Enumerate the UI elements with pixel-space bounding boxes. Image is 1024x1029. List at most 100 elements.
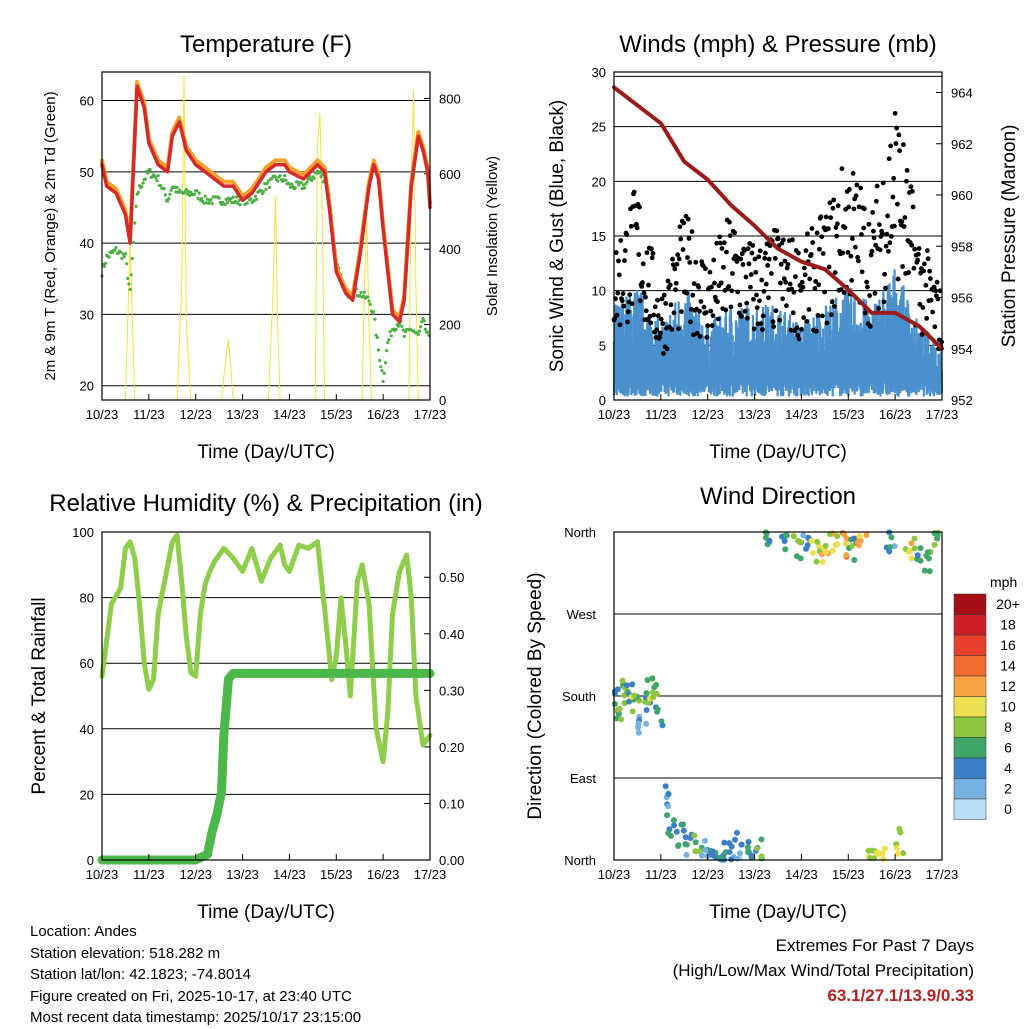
gust-point <box>696 284 702 290</box>
gust-point <box>800 284 806 290</box>
dewpoint-point <box>283 174 287 178</box>
gust-point <box>816 282 822 288</box>
direction-point <box>619 677 626 684</box>
gust-point <box>849 277 855 283</box>
dewpoint-point <box>133 221 137 225</box>
legend-label: 10 <box>1000 699 1016 715</box>
legend-swatch <box>953 716 987 738</box>
dewpoint-point <box>305 180 309 184</box>
gust-point <box>784 265 790 271</box>
gust-point <box>618 238 624 243</box>
gust-point <box>930 309 936 315</box>
gust-point <box>689 229 695 234</box>
gust-point <box>709 323 715 328</box>
gust-point <box>862 206 867 212</box>
gust-point <box>794 325 800 331</box>
gust-point <box>703 266 708 271</box>
dewpoint-point <box>388 330 392 334</box>
humidity-xtick-label: 15/23 <box>320 867 353 882</box>
gust-point <box>909 242 915 248</box>
direction-point <box>813 558 820 565</box>
humidity-ytick-right-label: 0.40 <box>439 627 464 642</box>
winds-xtick-label: 12/23 <box>691 407 724 422</box>
direction-point <box>800 532 807 539</box>
direction-point <box>797 555 804 562</box>
gust-point <box>916 246 922 251</box>
gust-point <box>668 302 674 308</box>
gust-point <box>708 308 714 314</box>
gust-point <box>750 243 756 248</box>
gust-point <box>826 264 832 270</box>
dewpoint-point <box>386 340 390 345</box>
gust-point <box>718 280 724 286</box>
temp-ytick-right-label: 0 <box>439 393 446 408</box>
gust-point <box>869 248 875 254</box>
direction-point <box>643 707 650 714</box>
gust-point <box>732 230 738 236</box>
dewpoint-point <box>267 185 272 189</box>
direction-point <box>675 843 682 850</box>
gust-point <box>855 254 861 260</box>
gust-point <box>654 327 660 333</box>
gust-point <box>718 240 723 246</box>
gust-point <box>780 296 786 302</box>
direction-point <box>809 549 816 556</box>
legend-label: 0 <box>1004 801 1012 817</box>
dewpoint-point <box>290 182 294 186</box>
dewpoint-point <box>278 174 282 178</box>
dewpoint-point <box>120 256 124 261</box>
dewpoint-point <box>114 245 118 250</box>
gust-point <box>876 306 882 311</box>
dewpoint-point <box>230 200 234 205</box>
dewpoint-point <box>426 330 430 334</box>
gust-point <box>729 288 735 294</box>
gust-point <box>658 330 663 336</box>
gust-point <box>790 310 796 316</box>
temp-xlabel: Time (Day/UTC) <box>197 442 335 463</box>
gust-point <box>613 250 619 255</box>
gust-point <box>652 304 658 310</box>
gust-point <box>661 292 667 298</box>
gust-point <box>804 319 810 324</box>
direction-point <box>758 836 765 843</box>
gust-point <box>784 303 789 309</box>
gust-point <box>778 261 784 267</box>
gust-point <box>697 308 702 314</box>
extremes-heading: Extremes For Past 7 Days <box>775 936 974 955</box>
gust-point <box>637 204 642 210</box>
gust-point <box>796 336 802 342</box>
gust-point <box>773 308 779 314</box>
dewpoint-point <box>362 290 366 294</box>
solar-insolation-line <box>124 75 419 401</box>
dewpoint-point <box>126 276 130 281</box>
gust-point <box>822 289 828 295</box>
gust-point <box>874 183 880 189</box>
dewpoint-point <box>184 187 188 192</box>
direction-point <box>851 557 858 564</box>
temp-ytick-right-label: 800 <box>439 91 461 106</box>
temp-title: Temperature (F) <box>180 31 352 58</box>
gust-point <box>655 313 661 319</box>
gust-point <box>903 178 909 184</box>
winds-ylabel: Sonic Wind & Gust (Blue, Black) <box>547 100 568 372</box>
gust-point <box>680 247 686 252</box>
gust-point <box>893 141 899 146</box>
gust-point <box>707 269 713 275</box>
direction-xtick-label: 16/23 <box>879 867 912 882</box>
direction-ytick-label: North <box>564 853 596 868</box>
dewpoint-point <box>359 290 363 295</box>
direction-point <box>680 827 687 834</box>
winds-xtick-label: 15/23 <box>832 407 865 422</box>
dewpoint-point <box>378 358 382 363</box>
temp-ytick-label: 40 <box>80 236 94 251</box>
humidity-ytick-right-label: 0.50 <box>439 570 464 585</box>
direction-point <box>726 849 733 856</box>
gust-point <box>906 270 912 275</box>
humidity-xtick-label: 12/23 <box>179 867 212 882</box>
gust-point <box>647 313 653 319</box>
gust-point <box>649 255 655 261</box>
direction-point <box>931 541 938 548</box>
direction-point <box>643 720 650 727</box>
dewpoint-point <box>387 337 391 342</box>
dewpoint-point <box>129 273 133 277</box>
